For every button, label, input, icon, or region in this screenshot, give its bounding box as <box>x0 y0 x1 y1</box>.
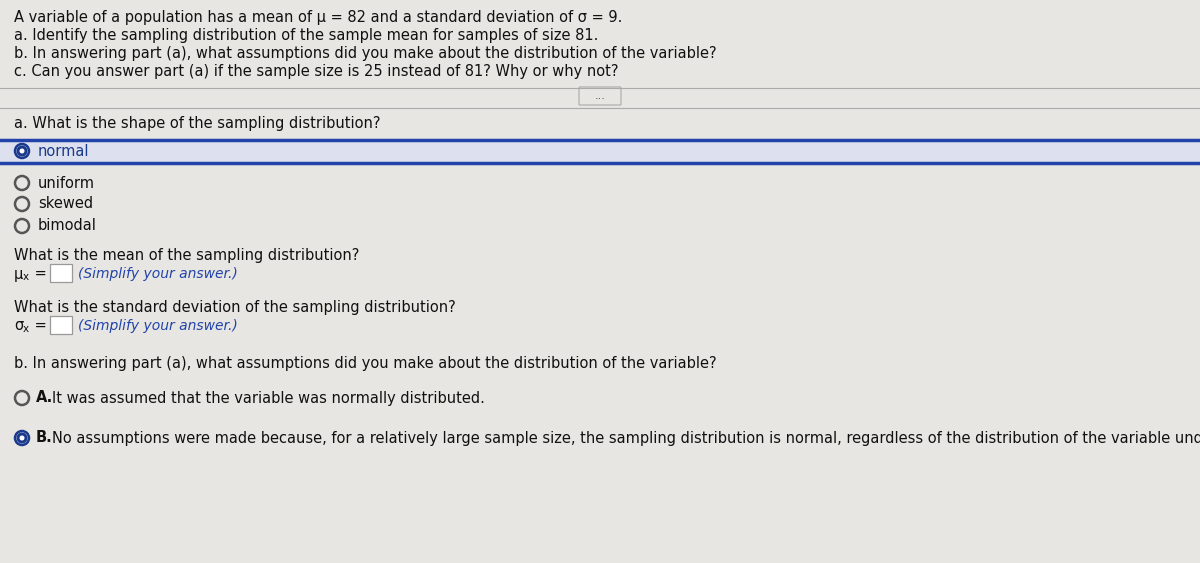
Text: A.: A. <box>36 391 53 405</box>
Circle shape <box>19 436 24 440</box>
Text: (Simplify your answer.): (Simplify your answer.) <box>78 267 238 281</box>
Text: normal: normal <box>38 144 90 159</box>
FancyBboxPatch shape <box>0 140 1200 163</box>
Text: μ: μ <box>14 266 23 282</box>
Text: B.: B. <box>36 431 53 445</box>
Text: What is the standard deviation of the sampling distribution?: What is the standard deviation of the sa… <box>14 300 456 315</box>
Circle shape <box>17 145 28 157</box>
Text: a. What is the shape of the sampling distribution?: a. What is the shape of the sampling dis… <box>14 116 380 131</box>
Text: x: x <box>23 324 29 334</box>
Text: It was assumed that the variable was normally distributed.: It was assumed that the variable was nor… <box>52 391 485 405</box>
Text: =: = <box>30 319 47 333</box>
Text: A variable of a population has a mean of μ = 82 and a standard deviation of σ = : A variable of a population has a mean of… <box>14 10 623 25</box>
Text: bimodal: bimodal <box>38 218 97 234</box>
Text: =: = <box>30 266 47 282</box>
Text: a. Identify the sampling distribution of the sample mean for samples of size 81.: a. Identify the sampling distribution of… <box>14 28 599 43</box>
Text: What is the mean of the sampling distribution?: What is the mean of the sampling distrib… <box>14 248 359 263</box>
FancyBboxPatch shape <box>50 316 72 334</box>
Text: No assumptions were made because, for a relatively large sample size, the sampli: No assumptions were made because, for a … <box>52 431 1200 445</box>
Text: b. In answering part (a), what assumptions did you make about the distribution o: b. In answering part (a), what assumptio… <box>14 356 716 371</box>
Text: σ: σ <box>14 319 23 333</box>
FancyBboxPatch shape <box>580 87 622 105</box>
Text: ...: ... <box>594 91 606 101</box>
Text: (Simplify your answer.): (Simplify your answer.) <box>78 319 238 333</box>
Text: c. Can you answer part (a) if the sample size is 25 instead of 81? Why or why no: c. Can you answer part (a) if the sample… <box>14 64 618 79</box>
Text: uniform: uniform <box>38 176 95 190</box>
Text: x: x <box>23 272 29 282</box>
Text: b. In answering part (a), what assumptions did you make about the distribution o: b. In answering part (a), what assumptio… <box>14 46 716 61</box>
Circle shape <box>17 432 28 444</box>
Text: skewed: skewed <box>38 196 94 212</box>
Circle shape <box>19 149 24 154</box>
FancyBboxPatch shape <box>50 264 72 282</box>
